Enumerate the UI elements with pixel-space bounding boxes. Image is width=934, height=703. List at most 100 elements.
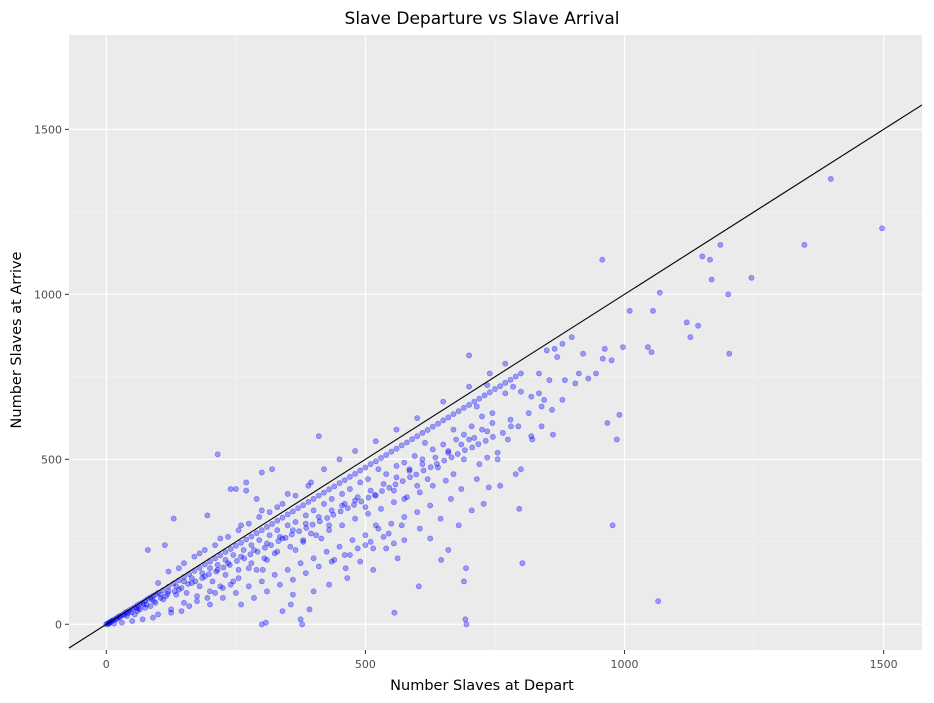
data-point	[238, 522, 244, 529]
data-point	[212, 590, 218, 596]
data-point	[362, 532, 369, 539]
data-point	[247, 551, 254, 558]
x-axis-title: Number Slaves at Depart	[390, 678, 574, 694]
data-point	[253, 530, 260, 537]
data-point	[349, 537, 356, 543]
data-point	[372, 492, 379, 499]
data-point	[134, 608, 141, 614]
data-point	[357, 467, 364, 474]
data-point	[613, 436, 620, 443]
y-tick-label: 1500	[34, 123, 62, 136]
data-point	[168, 609, 174, 616]
data-point	[468, 507, 475, 514]
data-point	[494, 449, 501, 456]
data-point	[204, 512, 211, 519]
data-point	[371, 491, 378, 498]
data-point	[502, 390, 509, 397]
data-point	[321, 466, 327, 473]
data-point	[284, 511, 291, 518]
data-point	[427, 502, 434, 509]
data-point	[124, 613, 130, 619]
data-point	[580, 350, 586, 357]
data-point	[279, 535, 286, 542]
data-point	[204, 595, 211, 601]
data-point	[243, 479, 250, 486]
data-point	[497, 383, 504, 389]
data-point	[186, 603, 193, 609]
data-point	[302, 570, 309, 576]
data-point	[238, 539, 244, 546]
data-point	[243, 536, 250, 543]
data-point	[407, 474, 413, 480]
data-point	[271, 550, 278, 557]
data-point	[620, 344, 626, 350]
data-point	[650, 307, 656, 314]
y-axis-title: Number Slaves at Arrive	[9, 251, 25, 428]
data-point	[152, 599, 159, 606]
data-point	[344, 505, 351, 511]
data-point	[326, 486, 332, 493]
data-point	[269, 466, 275, 473]
data-point	[264, 540, 270, 547]
data-point	[245, 583, 252, 590]
data-point	[365, 510, 371, 517]
data-point	[518, 466, 524, 473]
data-point	[599, 355, 606, 362]
data-point	[489, 420, 496, 426]
data-point	[485, 484, 492, 491]
data-point	[424, 476, 431, 482]
data-point	[429, 482, 436, 489]
major-gridlines	[69, 35, 922, 650]
data-point	[188, 580, 195, 586]
data-point	[479, 413, 485, 420]
data-point	[310, 555, 317, 562]
data-point	[357, 558, 364, 565]
data-point	[486, 370, 493, 377]
data-point	[259, 566, 266, 573]
data-point	[165, 568, 172, 575]
data-point	[264, 588, 270, 595]
data-point	[362, 464, 369, 471]
data-point	[386, 484, 393, 491]
x-tick-label: 0	[103, 658, 110, 671]
data-point	[135, 605, 142, 611]
data-point	[393, 445, 400, 452]
data-point	[284, 490, 291, 497]
data-point	[463, 565, 469, 572]
data-point	[282, 534, 289, 541]
data-point	[336, 480, 343, 486]
data-point	[393, 426, 400, 433]
data-point	[413, 471, 420, 478]
data-point	[238, 553, 244, 560]
data-point	[331, 483, 338, 490]
chart-title: Slave Departure vs Slave Arrival	[345, 9, 620, 29]
data-point	[516, 505, 523, 512]
data-point	[339, 490, 345, 497]
data-point	[207, 565, 213, 572]
data-point	[232, 486, 239, 492]
data-point	[171, 588, 178, 595]
data-point	[357, 479, 364, 486]
data-point	[305, 482, 312, 489]
data-point	[656, 289, 663, 296]
data-point	[655, 598, 662, 605]
data-point	[318, 535, 325, 542]
data-point	[352, 515, 358, 522]
data-point	[178, 585, 185, 591]
data-point	[435, 420, 441, 427]
data-point	[261, 555, 268, 562]
data-point	[879, 225, 885, 232]
data-point	[375, 466, 382, 473]
data-point	[489, 410, 496, 416]
data-point	[390, 540, 397, 547]
data-point	[341, 552, 348, 558]
data-point	[292, 547, 299, 553]
data-point	[336, 543, 343, 550]
data-point	[375, 525, 382, 532]
data-point	[499, 429, 506, 436]
data-point	[427, 535, 434, 542]
data-point	[287, 601, 294, 608]
data-point	[354, 494, 361, 501]
data-point	[550, 431, 556, 438]
data-point	[463, 621, 470, 628]
